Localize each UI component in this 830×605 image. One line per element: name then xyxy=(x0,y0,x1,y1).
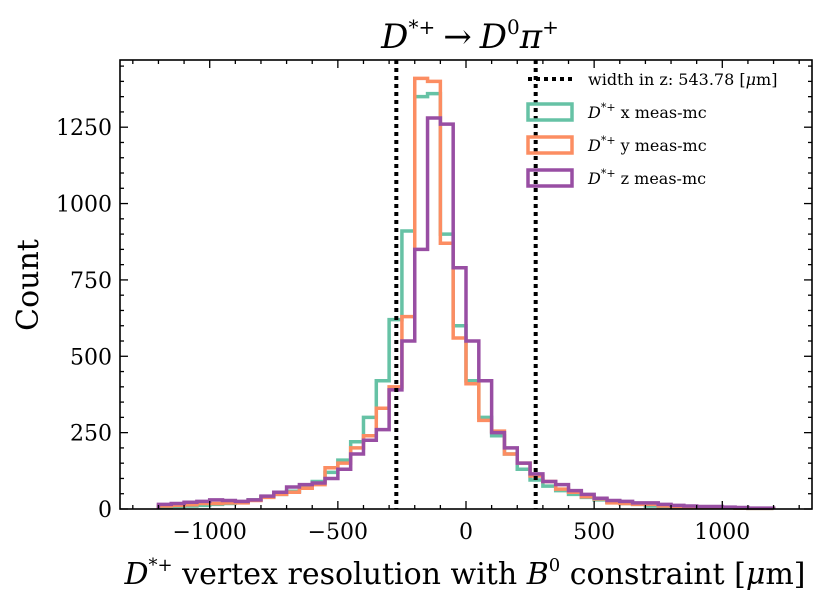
legend: width in z: 543.78 [μm]D*+ x meas-mcD*+ … xyxy=(526,70,777,188)
legend-series-rest: y meas-mc xyxy=(616,136,707,155)
plot-frame xyxy=(119,59,813,510)
legend-series-d: D xyxy=(587,103,601,122)
title-pi-sup: + xyxy=(542,15,559,39)
legend-label-series-0: D*+ x meas-mc xyxy=(587,101,707,122)
legend-swatch-series-2 xyxy=(526,168,574,188)
x-tick-label: −500 xyxy=(308,520,368,545)
legend-swatch-series-1 xyxy=(526,135,574,155)
series-line-2 xyxy=(156,116,776,510)
legend-series-d: D xyxy=(587,136,601,155)
x-tick-label: 1000 xyxy=(694,520,750,545)
legend-series-rest: x meas-mc xyxy=(616,103,707,122)
xlabel-b-sup: 0 xyxy=(549,555,560,576)
xlabel-end: constraint [ xyxy=(560,557,746,592)
legend-swatch-series-0 xyxy=(526,102,574,122)
legend-series-sup: *+ xyxy=(601,134,616,147)
x-tick-label: −1000 xyxy=(172,520,246,545)
y-tick-label: 500 xyxy=(70,345,112,370)
title-lhs-sup: *+ xyxy=(408,15,435,39)
legend-label-series-1: D*+ y meas-mc xyxy=(587,134,707,155)
y-tick-label: 250 xyxy=(70,422,112,447)
legend-series-d: D xyxy=(587,169,601,188)
y-tick-label: 750 xyxy=(70,269,112,294)
plot-area xyxy=(156,60,776,511)
chart-title: D*+ → D0π+ xyxy=(380,15,559,57)
y-axis-label: Count xyxy=(11,239,46,331)
legend-label-vline: width in z: 543.78 [μm] xyxy=(588,70,777,89)
legend-vline-pre: width in z: 543.78 [ xyxy=(588,70,746,89)
xlabel-d: D xyxy=(123,557,148,592)
title-rhs-sup: 0 xyxy=(507,15,520,39)
xlabel-b: B xyxy=(526,557,549,592)
xlabel-unit: m] xyxy=(765,557,805,592)
legend-series-sup: *+ xyxy=(601,167,616,180)
legend-label-series-2: D*+ z meas-mc xyxy=(587,167,706,188)
xlabel-mu: μ xyxy=(746,557,766,592)
x-axis-label: D*+ vertex resolution with B0 constraint… xyxy=(123,555,805,592)
y-tick-label: 0 xyxy=(98,498,112,523)
title-arrow: → xyxy=(443,17,472,57)
x-tick-label: 500 xyxy=(573,520,615,545)
title-rhs: D xyxy=(479,17,507,57)
x-tick-label: 0 xyxy=(459,520,473,545)
legend-vline-mu: μ xyxy=(746,70,756,89)
title-lhs: D xyxy=(380,17,408,57)
y-tick-label: 1250 xyxy=(56,116,112,141)
legend-vline-post: m] xyxy=(756,70,777,89)
y-tick-label: 1000 xyxy=(56,193,112,218)
axis-ticks: −1000 −500 0 500 1000 0 250 500 750 1000 1250 xyxy=(56,60,812,545)
legend-series-rest: z meas-mc xyxy=(616,169,707,188)
xlabel-d-sup: *+ xyxy=(149,555,173,576)
legend-series-sup: *+ xyxy=(601,101,616,114)
xlabel-mid: vertex resolution with xyxy=(173,557,527,592)
title-pi: π xyxy=(519,17,543,57)
